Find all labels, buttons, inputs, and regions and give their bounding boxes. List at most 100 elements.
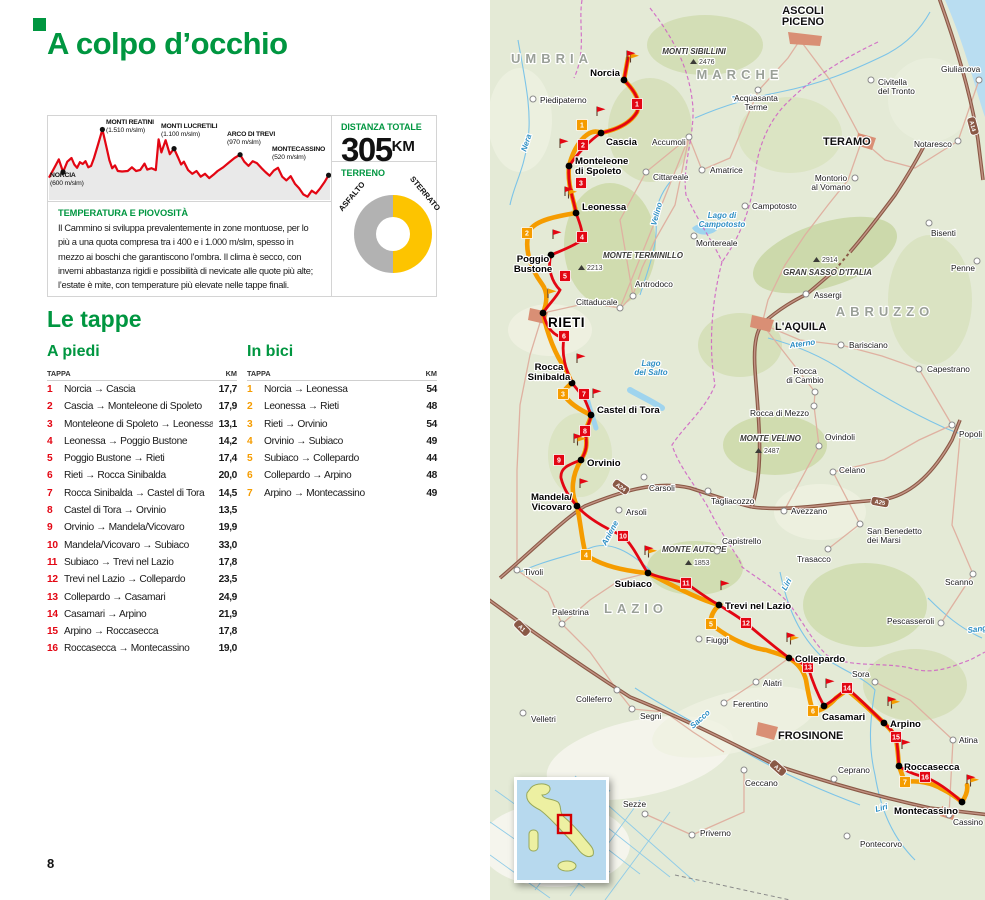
city-dot bbox=[969, 570, 977, 578]
stage-marker-number: 10 bbox=[619, 534, 627, 541]
stage-marker: 7 bbox=[899, 776, 911, 788]
city-dot bbox=[529, 95, 537, 103]
terrain-label: TERRENO bbox=[341, 168, 386, 178]
map-peak-elevation: 1853 bbox=[694, 560, 710, 567]
distance-section: DISTANZA TOTALE 305KM bbox=[332, 116, 436, 166]
waypoint-dot bbox=[597, 129, 605, 137]
map-city-label: Sora bbox=[852, 669, 870, 679]
overview-right-column: DISTANZA TOTALE 305KM TERRENO ASFALTO ST… bbox=[331, 116, 442, 296]
stage-row: 3 Monteleone di Spoleto → Leonessa 13,1 bbox=[47, 419, 237, 436]
stage-marker-number: 3 bbox=[579, 181, 583, 188]
stage-marker-number: 16 bbox=[921, 775, 929, 782]
map-water-label: Lago del Salto bbox=[634, 359, 667, 377]
stage-row: 5 Subiaco → Collepardo 44 bbox=[247, 453, 437, 470]
stage-row: 1 Norcia → Leonessa 54 bbox=[247, 384, 437, 401]
stage-row: 11 Subiaco → Trevi nel Lazio 17,8 bbox=[47, 557, 237, 574]
map-city-label: Accumoli bbox=[652, 137, 686, 147]
stage-number: 2 bbox=[47, 401, 53, 413]
cycling-table-title: In bici bbox=[247, 343, 294, 360]
stage-row: 7 Arpino → Montecassino 49 bbox=[247, 488, 437, 505]
map-city-label: Campotosto bbox=[752, 201, 797, 211]
stage-marker: 12 bbox=[740, 617, 752, 629]
map-city-label: Colleferro bbox=[576, 694, 612, 704]
map-city-label: Alatri bbox=[763, 678, 782, 688]
adriatic-sea bbox=[945, 0, 985, 118]
region-highlight-rect bbox=[556, 813, 573, 835]
map-city-label: Trasacco bbox=[797, 554, 831, 564]
stage-route: Cascia → Monteleone di Spoleto bbox=[64, 401, 202, 413]
stage-number: 9 bbox=[47, 522, 53, 534]
city-dot bbox=[915, 365, 923, 373]
stage-route: Collepardo → Arpino bbox=[264, 470, 352, 482]
region-labels-layer: UMBRIA MARCHE ABRUZZO LAZIO bbox=[510, 50, 935, 617]
city-dot bbox=[713, 547, 721, 555]
stage-route: Arpino → Montecassino bbox=[264, 487, 365, 499]
city-dot bbox=[629, 292, 637, 300]
city-dot bbox=[513, 566, 521, 574]
map-city-label: Cassino bbox=[953, 817, 983, 827]
stage-km: 17,8 bbox=[218, 556, 238, 568]
highway-badge-label: A24 bbox=[614, 482, 627, 493]
city-dot bbox=[704, 487, 712, 495]
stage-marker-number: 2 bbox=[525, 231, 529, 238]
stage-marker-number: 1 bbox=[635, 102, 639, 109]
page-title: A colpo d’occhio bbox=[47, 26, 288, 61]
distance-unit: KM bbox=[391, 138, 415, 155]
stage-number: 10 bbox=[47, 539, 58, 551]
map-city-label: Acquasanta Terme bbox=[734, 93, 778, 112]
stage-row: 2 Cascia → Monteleone di Spoleto 17,9 bbox=[47, 401, 237, 418]
highway-badge: A1 bbox=[513, 619, 531, 637]
map-waypoint-label: Leonessa bbox=[582, 202, 627, 213]
flag-icon bbox=[902, 739, 911, 745]
flag-icon bbox=[891, 699, 900, 705]
map-city-label: Ceccano bbox=[745, 778, 778, 788]
walking-stages-table: A piedi TAPPA KM 1 Norcia → Cascia 17,7 2 Ca… bbox=[47, 343, 237, 661]
col-tappa: TAPPA bbox=[47, 369, 71, 378]
waypoint-dot bbox=[573, 502, 581, 510]
stage-marker-number: 7 bbox=[903, 780, 907, 787]
map-mountain-label: MONTE VELINO bbox=[740, 434, 802, 443]
map-city-label: Penne bbox=[951, 263, 975, 273]
stage-km: 17,4 bbox=[218, 453, 238, 465]
italy-locator-inset bbox=[514, 777, 609, 883]
city-dot bbox=[519, 709, 527, 717]
city-dot bbox=[937, 619, 945, 627]
city-labels-layer: Piedipaterno Acquasanta Terme Civitella del … bbox=[513, 63, 985, 850]
boundaries-layer bbox=[573, 0, 985, 672]
map-waypoint-label: Castel di Tora bbox=[597, 405, 660, 416]
city-dot bbox=[925, 219, 933, 227]
map-city-label: Avezzano bbox=[791, 506, 828, 516]
highway-badge: A14 bbox=[966, 116, 980, 136]
map-city-label: Tagliacozzo bbox=[711, 496, 755, 506]
stage-km: 49 bbox=[426, 435, 437, 447]
map-waypoint-label: Cascia bbox=[606, 137, 638, 148]
stage-row: 3 Rieti → Orvinio 54 bbox=[247, 419, 437, 436]
flag-icon bbox=[645, 545, 654, 551]
stage-km: 20,0 bbox=[218, 470, 238, 482]
stage-km: 44 bbox=[426, 453, 437, 465]
map-city-label: Bisenti bbox=[931, 228, 956, 238]
stage-marker: 11 bbox=[680, 577, 692, 589]
city-dot bbox=[830, 775, 838, 783]
map-mountain-label: GRAN SASSO D'ITALIA bbox=[783, 268, 872, 277]
map-peak-elevation: 2213 bbox=[587, 265, 603, 272]
stage-marker: 14 bbox=[841, 682, 853, 694]
stage-marker-number: 14 bbox=[843, 686, 851, 693]
map-region-label: ABRUZZO bbox=[836, 304, 935, 319]
walking-table-title: A piedi bbox=[47, 343, 100, 360]
city-dot bbox=[810, 402, 818, 410]
city-dot bbox=[685, 133, 693, 141]
flag-icon bbox=[553, 229, 562, 235]
highway-badge: A24 bbox=[611, 478, 631, 496]
stage-number: 13 bbox=[47, 591, 58, 603]
city-dot bbox=[811, 388, 819, 396]
map-city-label: Giulianova bbox=[941, 64, 981, 74]
stage-route: Orvinio → Subiaco bbox=[264, 435, 343, 447]
col-km: KM bbox=[425, 369, 437, 378]
city-dot bbox=[867, 76, 875, 84]
city-dot bbox=[802, 290, 810, 298]
stage-row: 8 Castel di Tora → Orvinio 13,5 bbox=[47, 505, 237, 522]
railway bbox=[674, 874, 791, 900]
big-city-labels-layer: ASCOLI PICENO TERAMO L'AQUILA FROSINONE bbox=[774, 4, 873, 743]
elevation-chart: NORCIA (600 m/slm) MONTI REATINI (1.510 m/s… bbox=[48, 116, 331, 202]
